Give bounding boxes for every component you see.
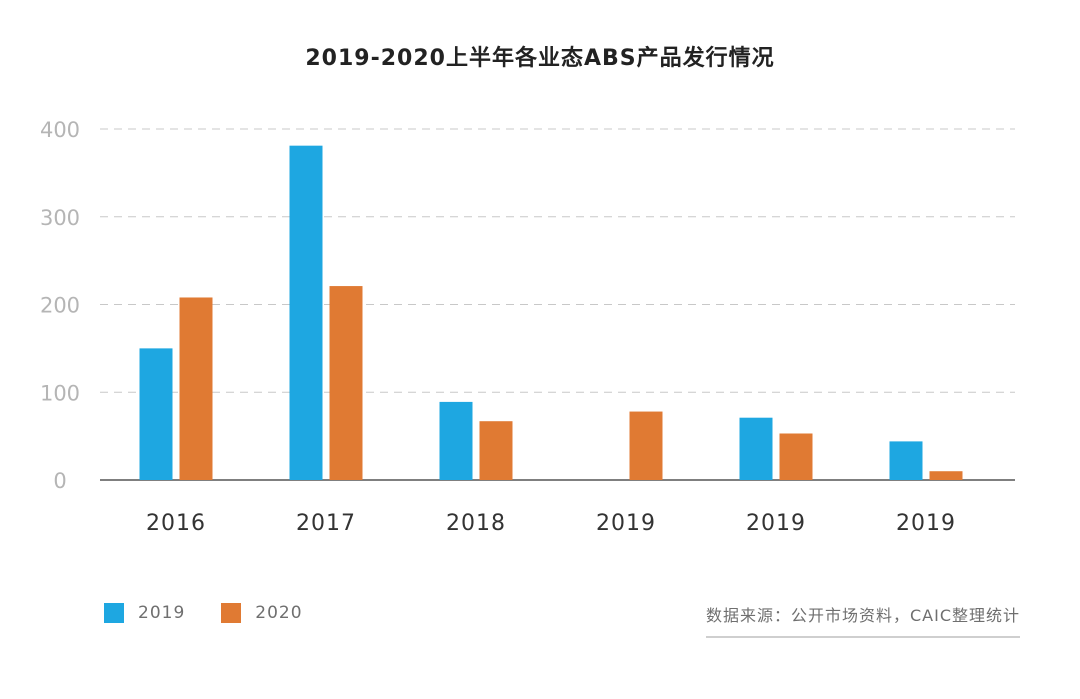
bar-2019-2019 [889, 441, 923, 480]
x-tick-label: 2019 [746, 511, 806, 536]
bar-2019-2019 [739, 417, 773, 480]
bar-2019-2016 [139, 348, 173, 480]
chart-title: 2019-2020上半年各业态ABS产品发行情况 [305, 46, 775, 71]
y-tick-label: 0 [53, 469, 66, 493]
bar-2019-2018 [439, 401, 473, 480]
y-tick-label: 400 [40, 118, 80, 142]
legend-label-2019: 2019 [138, 603, 186, 623]
bar-2020-2019 [779, 433, 813, 480]
legend-swatch-2019 [104, 603, 124, 623]
legend: 2019 2020 [104, 602, 339, 624]
bar-2020-2019 [629, 411, 663, 480]
legend-item-2019: 2019 [104, 603, 185, 623]
y-tick-label: 300 [40, 206, 80, 230]
bar-2020-2018 [479, 421, 513, 480]
bar-2020-2017 [329, 286, 363, 480]
x-tick-label: 2016 [146, 511, 206, 536]
bar-2020-2019 [929, 471, 963, 480]
x-tick-label: 2018 [446, 511, 506, 536]
bar-2019-2017 [289, 145, 323, 481]
legend-swatch-2020 [221, 603, 242, 623]
legend-item-2020: 2020 [221, 603, 302, 623]
x-tick-label: 2019 [896, 511, 956, 536]
source-note: 数据来源：公开市场资料，CAIC整理统计 [705, 602, 1020, 638]
legend-label-2020: 2020 [255, 603, 303, 623]
x-tick-label: 2017 [296, 511, 356, 536]
y-tick-label: 100 [40, 381, 80, 405]
x-tick-label: 2019 [596, 511, 656, 536]
y-tick-label: 200 [40, 294, 80, 318]
bar-2020-2016 [179, 297, 213, 480]
